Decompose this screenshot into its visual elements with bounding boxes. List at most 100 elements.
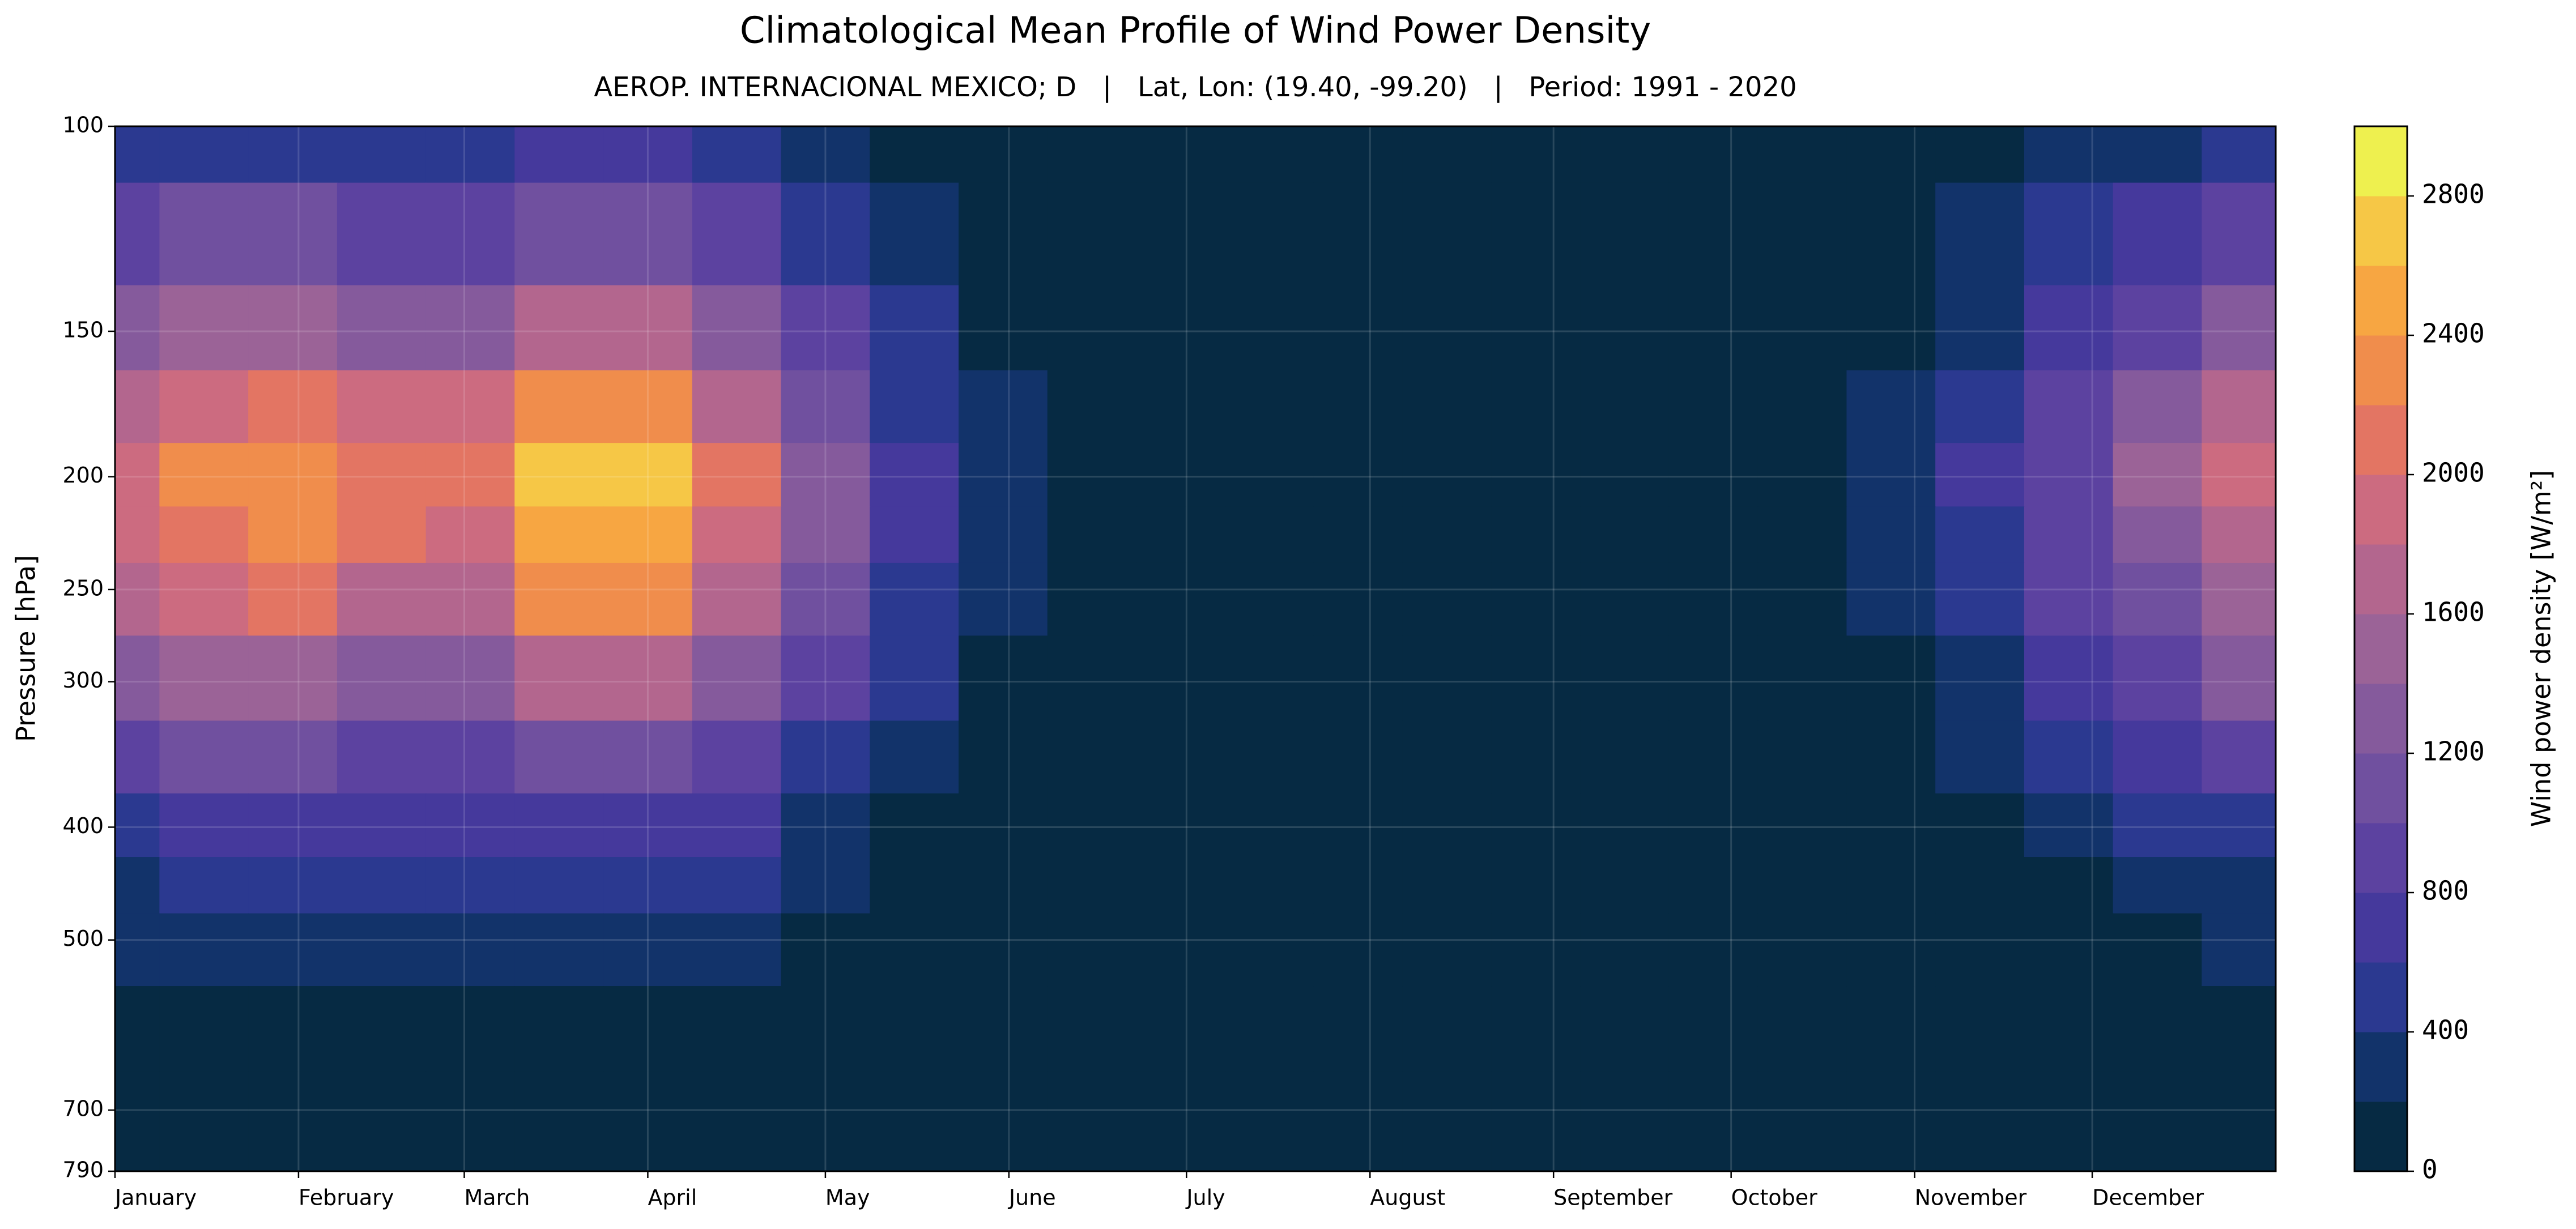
- field-cell: [781, 1141, 871, 1171]
- field-cell: [337, 285, 427, 371]
- field-cell: [248, 506, 338, 564]
- field-cell: [248, 285, 338, 371]
- field-cell: [1935, 562, 2025, 637]
- field-cell: [1668, 562, 1759, 637]
- field-cell: [1225, 635, 1314, 722]
- field-cell: [115, 857, 160, 914]
- field-cell: [1668, 182, 1759, 286]
- field-cell: [1047, 182, 1137, 286]
- field-cell: [248, 370, 338, 444]
- field-cell: [2113, 285, 2203, 371]
- field-cell: [2202, 635, 2276, 722]
- field-cell: [1313, 443, 1403, 507]
- y-tick-label: 500: [62, 926, 104, 951]
- field-cell: [2024, 506, 2114, 564]
- field-cell: [1668, 443, 1759, 507]
- field-cell: [959, 720, 1048, 794]
- field-cell: [2024, 1141, 2114, 1171]
- field-cell: [2024, 126, 2114, 184]
- field-cell: [1580, 720, 1670, 794]
- field-cell: [2024, 285, 2114, 371]
- field-cell: [1136, 1071, 1226, 1142]
- field-cell: [2024, 562, 2114, 637]
- field-cell: [692, 635, 782, 722]
- field-cell: [115, 126, 160, 184]
- field-cell: [115, 1141, 160, 1171]
- field-cell: [115, 285, 160, 371]
- field-cell: [248, 720, 338, 794]
- field-cell: [1047, 1141, 1137, 1171]
- field-cell: [959, 562, 1048, 637]
- field-cell: [1313, 793, 1403, 858]
- field-cell: [2202, 793, 2276, 858]
- field-cell: [959, 1071, 1048, 1142]
- field-cell: [514, 370, 604, 444]
- field-cell: [1846, 370, 1936, 444]
- field-cell: [2202, 986, 2276, 1072]
- field-cell: [2024, 913, 2114, 987]
- field-cell: [1757, 1071, 1847, 1142]
- field-cell: [514, 443, 604, 507]
- field-cell: [425, 1071, 516, 1142]
- field-cell: [425, 370, 516, 444]
- field-cell: [1402, 1141, 1492, 1171]
- field-cell: [1402, 793, 1492, 858]
- field-cell: [1935, 1071, 2025, 1142]
- field-cell: [1402, 370, 1492, 444]
- field-cell: [248, 443, 338, 507]
- field-cell: [2202, 506, 2276, 564]
- field-cell: [1047, 986, 1137, 1072]
- field-cell: [603, 1071, 693, 1142]
- field-cell: [870, 1071, 960, 1142]
- field-cell: [1846, 720, 1936, 794]
- field-cell: [248, 986, 338, 1072]
- contour-field: [115, 126, 2276, 1171]
- field-cell: [692, 182, 782, 286]
- field-cell: [1313, 506, 1403, 564]
- field-cell: [2024, 793, 2114, 858]
- field-cell: [425, 857, 516, 914]
- field-cell: [1846, 562, 1936, 637]
- field-cell: [514, 635, 604, 722]
- field-cell: [1668, 635, 1759, 722]
- field-cell: [1668, 1071, 1759, 1142]
- field-cell: [959, 506, 1048, 564]
- field-cell: [1136, 635, 1226, 722]
- field-cell: [1225, 793, 1314, 858]
- field-cell: [1935, 285, 2025, 371]
- field-cell: [2024, 720, 2114, 794]
- field-cell: [425, 986, 516, 1072]
- y-tick-label: 100: [62, 113, 104, 138]
- field-cell: [425, 562, 516, 637]
- field-cell: [781, 793, 871, 858]
- field-cell: [1225, 182, 1314, 286]
- field-cell: [1491, 285, 1581, 371]
- field-cell: [1047, 443, 1137, 507]
- field-cell: [870, 793, 960, 858]
- field-cell: [115, 1071, 160, 1142]
- field-cell: [870, 635, 960, 722]
- field-cell: [159, 986, 249, 1072]
- field-cell: [959, 635, 1048, 722]
- y-tick-label: 150: [62, 317, 104, 342]
- field-cell: [2024, 986, 2114, 1072]
- field-cell: [1047, 126, 1137, 184]
- field-cell: [514, 126, 604, 184]
- field-cell: [1846, 443, 1936, 507]
- field-cell: [514, 720, 604, 794]
- grid: [114, 125, 2276, 1172]
- field-cell: [1846, 913, 1936, 987]
- field-cell: [2024, 1071, 2114, 1142]
- field-cell: [1757, 370, 1847, 444]
- field-cell: [1047, 793, 1137, 858]
- x-tick-label: November: [1915, 1185, 2027, 1210]
- field-cell: [692, 1141, 782, 1171]
- field-cell: [1491, 1141, 1581, 1171]
- field-cell: [870, 285, 960, 371]
- field-cell: [1580, 182, 1670, 286]
- field-cell: [1580, 635, 1670, 722]
- field-cell: [1846, 182, 1936, 286]
- field-cell: [1313, 370, 1403, 444]
- field-cell: [2113, 562, 2203, 637]
- field-cell: [1935, 635, 2025, 722]
